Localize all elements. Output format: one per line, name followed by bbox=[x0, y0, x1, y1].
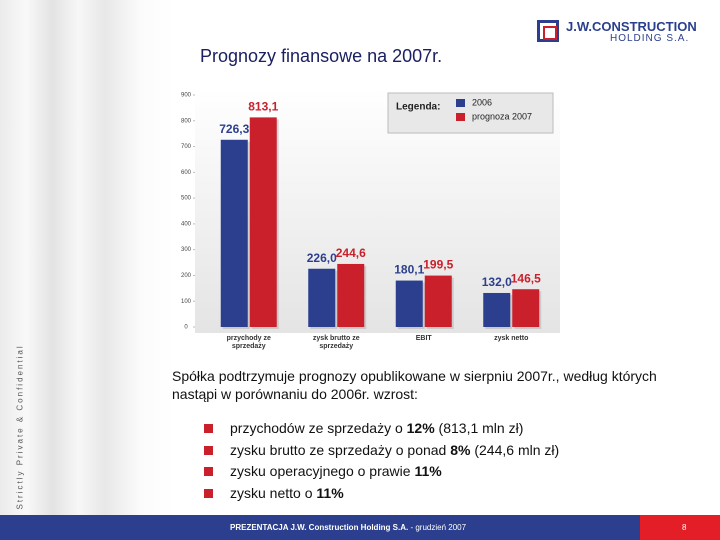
bullet-text: zysku operacyjnego o prawie bbox=[230, 463, 415, 479]
y-tick-label: 0 bbox=[184, 325, 188, 331]
x-tick-label: zysk netto bbox=[494, 335, 529, 342]
y-tick-label: 200 bbox=[181, 273, 192, 279]
bullet: zysku brutto ze sprzedaży o ponad 8% (24… bbox=[230, 442, 559, 458]
legend-swatch bbox=[456, 99, 465, 107]
columns-decoration bbox=[0, 0, 175, 515]
bullet-text: zysku brutto ze sprzedaży o ponad bbox=[230, 441, 451, 458]
bar bbox=[220, 139, 248, 327]
bullet-bold: 11% bbox=[414, 463, 442, 479]
y-tick-label: 500 bbox=[181, 196, 192, 202]
value-label: 226,0 bbox=[307, 251, 337, 265]
logo-name: J.W.CONSTRUCTION bbox=[566, 19, 697, 34]
legend-swatch bbox=[456, 113, 465, 121]
footer-bar bbox=[0, 515, 720, 540]
y-tick-label: 800 bbox=[181, 118, 192, 124]
bullet-text: przychodów ze sprzedaży o bbox=[230, 420, 407, 436]
bullet: zysku operacyjnego o prawie 11% bbox=[230, 463, 442, 479]
value-label: 199,5 bbox=[423, 258, 453, 272]
bar bbox=[424, 275, 452, 327]
bullet-marker bbox=[204, 467, 213, 476]
footer-text: PREZENTACJA J.W. Construction Holding S.… bbox=[230, 523, 466, 532]
chart: 0 100 200 300 400 500 600 700 800 900 726,3 813,1 22… bbox=[181, 88, 560, 333]
bar bbox=[483, 292, 511, 327]
bar bbox=[308, 268, 336, 327]
title: Prognozy finansowe na 2007r. bbox=[200, 46, 443, 66]
bullet: zysku netto o 11% bbox=[230, 485, 344, 501]
bullet-rest: (244,6 mln zł) bbox=[470, 441, 560, 458]
value-label: 180,1 bbox=[394, 263, 424, 277]
legend-label: 2006 bbox=[472, 97, 492, 107]
y-tick-label: 300 bbox=[181, 247, 192, 253]
bullet-text: zysku netto o bbox=[230, 484, 317, 501]
bullet-marker bbox=[204, 445, 213, 455]
bullet-rest: (813,1 mln zł) bbox=[434, 420, 524, 436]
footer-bold: PREZENTACJA J.W. Construction Holding S.… bbox=[230, 523, 409, 532]
page-number: 8 bbox=[682, 523, 687, 532]
y-tick-label: 100 bbox=[181, 299, 192, 305]
bullet: przychodów ze sprzedaży o 12% (813,1 mln… bbox=[230, 420, 523, 436]
page-box bbox=[640, 515, 720, 540]
bar bbox=[337, 263, 365, 327]
y-tick-label: 700 bbox=[181, 144, 192, 150]
bullet-bold: 8% bbox=[450, 441, 471, 458]
bar bbox=[395, 280, 423, 327]
bullet-bold: 11% bbox=[316, 484, 344, 501]
x-tick-label: przychody ze sprzedaży bbox=[226, 335, 271, 350]
bar bbox=[512, 289, 540, 327]
value-label: 726,3 bbox=[219, 122, 249, 136]
y-tick-label: 600 bbox=[181, 170, 192, 176]
legend-label: prognoza 2007 bbox=[472, 111, 532, 121]
logo-mark bbox=[537, 20, 559, 42]
bar bbox=[249, 117, 277, 328]
bullet-marker bbox=[204, 424, 213, 433]
y-tick-label: 900 bbox=[181, 93, 192, 99]
legend-box bbox=[387, 92, 554, 134]
bullet-bold: 12% bbox=[406, 420, 435, 436]
footer-date: - grudzień 2007 bbox=[408, 523, 467, 532]
value-label: 244,6 bbox=[336, 246, 366, 260]
bullet-marker bbox=[204, 488, 213, 498]
value-label: 813,1 bbox=[248, 100, 278, 114]
x-tick-label: zysk brutto ze sprzedaży bbox=[312, 335, 360, 350]
value-label: 146,5 bbox=[511, 271, 541, 285]
value-label: 132,0 bbox=[482, 275, 512, 289]
y-tick-label: 400 bbox=[181, 221, 192, 227]
logo-sub: HOLDING S.A. bbox=[610, 33, 690, 44]
x-tick-label: EBIT bbox=[415, 335, 432, 342]
legend-title: Legenda: bbox=[396, 102, 440, 113]
intro: Spółka podtrzymuje prognozy opublikowane… bbox=[172, 368, 657, 402]
